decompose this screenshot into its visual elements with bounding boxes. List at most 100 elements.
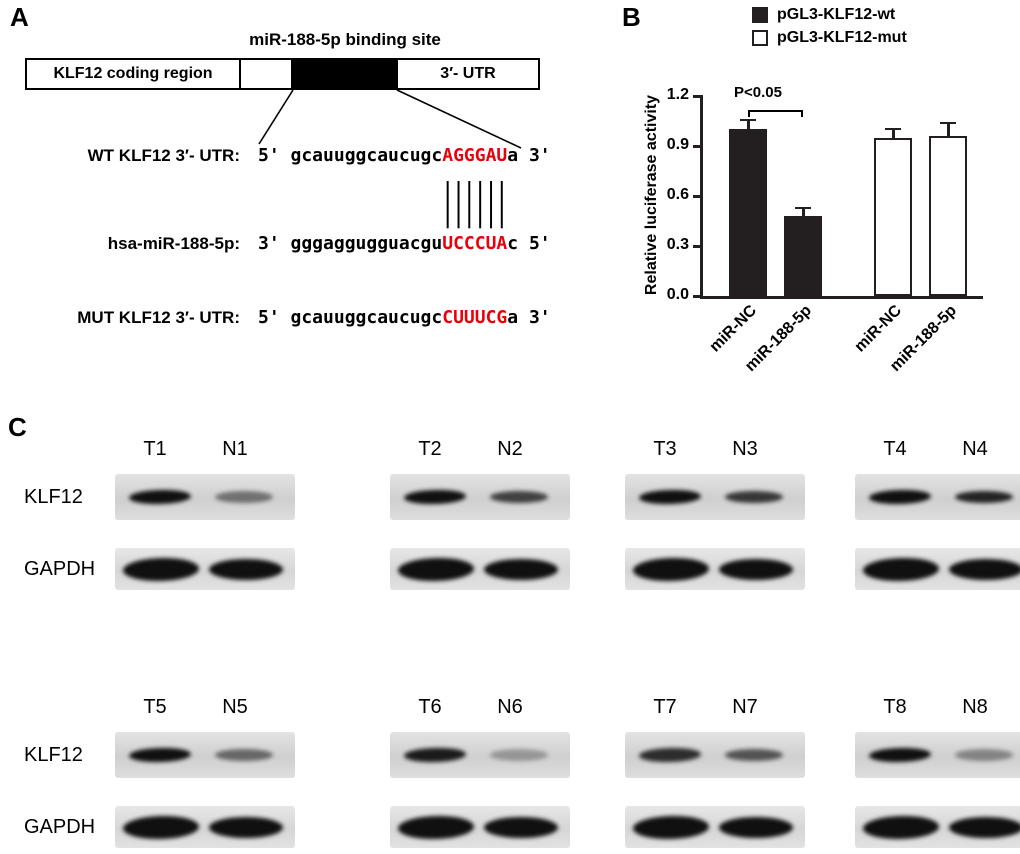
gapdh-blot-T2-N2 [390, 548, 570, 590]
sample-label-T5: T5 [143, 696, 167, 718]
protein-band-n [949, 816, 1020, 838]
seq-mir-seed: UCCCUA [442, 233, 508, 254]
klf12-blot-T4-N4 [855, 474, 1020, 520]
seq-mir-suffix: c 5' [507, 233, 551, 254]
coding-region-box: KLF12 coding region [27, 60, 241, 88]
klf12-row-label: KLF12 [24, 744, 83, 766]
pairing-bars: 5' gcauuggcaucugc|||||| [258, 175, 507, 230]
chart-legend: pGL3-KLF12-wt pGL3-KLF12-mut [752, 6, 907, 52]
protein-band-t [403, 489, 467, 505]
binding-site-block [291, 60, 398, 88]
callout-line-right [396, 89, 522, 149]
luciferase-bar-chart: 0.0 0.3 0.6 0.9 1.2 miR-NC miR-188-5p miR-NC miR… [667, 84, 983, 375]
utr-schematic: KLF12 coding region 3′- UTR [25, 58, 540, 90]
gapdh-blot-T6-N6 [390, 806, 570, 848]
panel-c-label: C [8, 412, 27, 442]
y-axis-tick [693, 145, 703, 148]
protein-band-n [490, 491, 548, 503]
protein-band-n [955, 749, 1013, 761]
sample-label-T4: T4 [883, 438, 907, 460]
protein-band-t [122, 556, 200, 582]
sequence-mut: 5' gcauuggcaucugcCUUUCGa 3' [258, 307, 551, 328]
seq-mut-binding-site: CUUUCG [442, 307, 508, 328]
legend-item-mut: pGL3-KLF12-mut [752, 29, 907, 47]
sequence-name-wt: WT KLF12 3′- UTR: [87, 146, 240, 165]
protein-band-t [128, 747, 192, 763]
protein-band-t [397, 814, 475, 840]
protein-band-t [403, 747, 467, 763]
error-bar [747, 121, 750, 131]
protein-band-n [209, 816, 283, 838]
protein-band-n [484, 558, 558, 580]
y-tick-label: 1.2 [666, 86, 689, 103]
sample-label-N3: N3 [732, 438, 758, 460]
error-bar [802, 209, 805, 218]
y-tick-label: 0.6 [666, 186, 689, 203]
gapdh-blot-T7-N7 [625, 806, 805, 848]
callout-lines [258, 89, 522, 149]
sample-label-T2: T2 [418, 438, 442, 460]
sample-label-N4: N4 [962, 438, 988, 460]
error-bar [892, 130, 895, 140]
callout-line-left [258, 89, 294, 145]
protein-band-t [862, 814, 940, 840]
binding-site-title: miR-188-5p binding site [249, 30, 441, 49]
y-tick-label: 0.9 [666, 136, 689, 153]
protein-band-t [128, 489, 192, 505]
significance-bracket-tick [748, 110, 750, 117]
y-axis-tick [693, 95, 703, 98]
significance-bracket [748, 110, 803, 112]
bar-miR-NC-2 [874, 138, 912, 296]
protein-band-t [397, 556, 475, 582]
protein-band-n [955, 491, 1013, 503]
panel-a-label: A [10, 2, 29, 32]
sequence-wt: 5' gcauuggcaucugcAGGGAUa 3' [258, 145, 551, 166]
protein-band-n [215, 749, 273, 761]
utr-gap-segment [241, 60, 291, 88]
error-bar-cap [795, 206, 811, 209]
error-bar [947, 124, 950, 138]
protein-band-n [215, 491, 273, 503]
protein-band-n [719, 558, 793, 580]
sequence-name-mirna: hsa-miR-188-5p: [107, 234, 240, 253]
gapdh-row-label: GAPDH [24, 816, 96, 838]
panel-b-label: B [622, 2, 641, 32]
gapdh-row-label: GAPDH [24, 558, 96, 580]
legend-label-wt: pGL3-KLF12-wt [777, 6, 896, 23]
seq-mut-suffix: a 3' [507, 307, 551, 328]
protein-band-t [632, 556, 710, 582]
sample-label-T6: T6 [418, 696, 442, 718]
sample-label-N5: N5 [222, 696, 248, 718]
error-bar-cap [885, 127, 901, 130]
sequence-row-mirna: hsa-miR-188-5p: 3' gggaggugguacguUCCCUAc… [0, 233, 551, 254]
sequence-row-mut: MUT KLF12 3′- UTR: 5' gcauuggcaucugcCUUU… [0, 307, 551, 328]
blot-block-2: KLF12 GAPDH T5 N5 T6 N6 T7 N7 T8 N8 [0, 690, 1020, 854]
seq-wt-prefix: 5' gcauuggcaucugc [258, 145, 443, 166]
sample-label-N8: N8 [962, 696, 988, 718]
protein-band-n [949, 558, 1020, 580]
sample-label-T8: T8 [883, 696, 907, 718]
klf12-blot-T7-N7 [625, 732, 805, 778]
pairing-marks: |||||| [442, 175, 508, 230]
sample-label-T7: T7 [653, 696, 677, 718]
sample-label-N1: N1 [222, 438, 248, 460]
seq-wt-suffix: a 3' [507, 145, 551, 166]
pairing-bars-row: 5' gcauuggcaucugc|||||| [0, 175, 507, 230]
blot-block-1: KLF12 GAPDH T1 N1 T2 N2 T3 N3 T4 N4 [0, 432, 1020, 602]
significance-label: P<0.05 [734, 84, 782, 101]
gapdh-blot-T1-N1 [115, 548, 295, 590]
legend-swatch-wt [752, 7, 768, 23]
gapdh-blot-T8-N8 [855, 806, 1020, 848]
utr-box: 3′- UTR [440, 65, 496, 82]
protein-band-n [484, 816, 558, 838]
protein-band-n [490, 749, 548, 761]
klf12-blot-T2-N2 [390, 474, 570, 520]
seq-mir-prefix: 3' gggaggugguacgu [258, 233, 443, 254]
sequence-name-mut: MUT KLF12 3′- UTR: [77, 308, 240, 327]
protein-band-t [638, 489, 702, 505]
gapdh-blot-T4-N4 [855, 548, 1020, 590]
y-axis-tick [693, 295, 703, 298]
error-bar-cap [740, 118, 756, 121]
legend-swatch-mut [752, 30, 768, 46]
protein-band-t [638, 747, 702, 763]
